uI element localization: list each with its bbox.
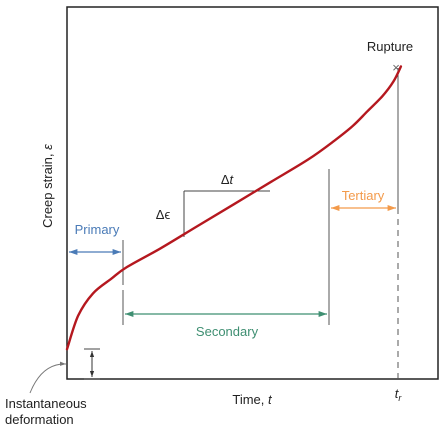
y-axis-label-text: Creep strain, — [40, 150, 55, 228]
instantaneous-label-line1: Instantaneous — [5, 396, 87, 411]
instantaneous-label: Instantaneous deformation — [5, 396, 90, 427]
rupture-time-symbol: t — [395, 386, 400, 401]
x-axis-label-symbol: t — [268, 392, 273, 407]
x-axis-label: Time, t — [232, 392, 273, 407]
rupture-marker: × — [392, 60, 400, 75]
instantaneous-pointer — [29, 361, 67, 394]
delta-t-label: Δt — [221, 172, 235, 187]
x-axis-label-text: Time, — [232, 392, 268, 407]
delta-t-symbol: t — [230, 172, 235, 187]
creep-curve — [65, 65, 403, 351]
primary-label: Primary — [75, 222, 120, 237]
delta-t-delta: Δ — [221, 172, 230, 187]
y-axis-label: Creep strain, ε — [40, 144, 55, 228]
instantaneous-label-line2: deformation — [5, 412, 74, 427]
tertiary-label: Tertiary — [342, 188, 385, 203]
rupture-time-label: tr — [395, 386, 403, 403]
rupture-label: Rupture — [367, 39, 413, 54]
plot-frame — [66, 6, 439, 380]
rupture-time-subscript: r — [398, 393, 402, 403]
secondary-label: Secondary — [196, 324, 259, 339]
delta-eps-label: Δϵ — [156, 207, 171, 222]
y-axis-label-symbol: ε — [40, 144, 55, 150]
